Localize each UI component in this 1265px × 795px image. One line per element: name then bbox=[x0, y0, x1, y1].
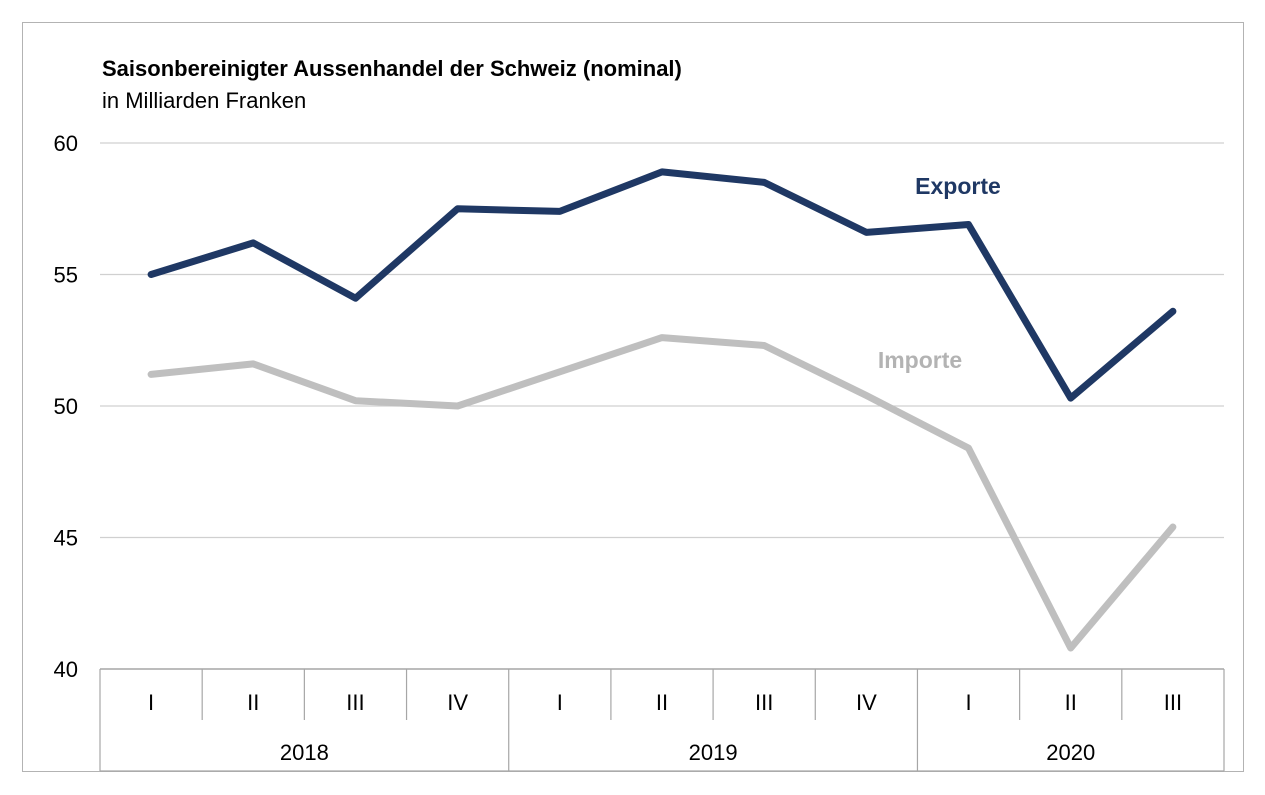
x-tick-label: II bbox=[247, 690, 259, 715]
x-tick-label: I bbox=[965, 690, 971, 715]
series-label-exporte: Exporte bbox=[915, 173, 1001, 199]
x-tick-label: IV bbox=[447, 690, 468, 715]
series-line-importe bbox=[147, 334, 1177, 652]
chart-title: Saisonbereinigter Aussenhandel der Schwe… bbox=[102, 56, 682, 81]
y-tick-label: 55 bbox=[54, 263, 78, 288]
series-label-importe: Importe bbox=[878, 347, 962, 373]
series-line-exporte bbox=[147, 168, 1177, 402]
year-label: 2018 bbox=[280, 740, 329, 765]
x-tick-label: II bbox=[656, 690, 668, 715]
year-label: 2020 bbox=[1046, 740, 1095, 765]
year-label: 2019 bbox=[689, 740, 738, 765]
x-tick-label: I bbox=[148, 690, 154, 715]
x-tick-label: II bbox=[1065, 690, 1077, 715]
chart-frame bbox=[22, 22, 1244, 772]
y-tick-label: 50 bbox=[54, 394, 78, 419]
y-tick-label: 40 bbox=[54, 657, 78, 682]
y-tick-label: 45 bbox=[54, 526, 78, 551]
y-tick-label: 60 bbox=[54, 131, 78, 156]
x-tick-label: I bbox=[557, 690, 563, 715]
x-tick-label: III bbox=[755, 690, 773, 715]
x-tick-label: III bbox=[1164, 690, 1182, 715]
x-tick-label: III bbox=[346, 690, 364, 715]
chart-subtitle: in Milliarden Franken bbox=[102, 88, 307, 113]
x-tick-label: IV bbox=[856, 690, 877, 715]
